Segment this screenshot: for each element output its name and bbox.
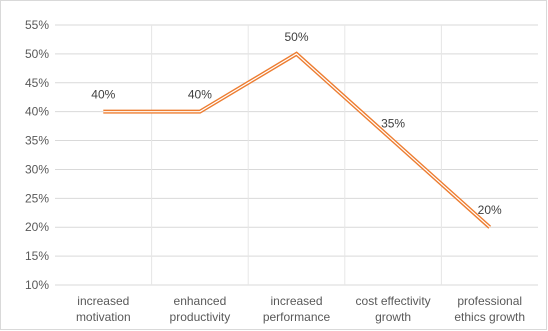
data-labels: 40% 40% 50% 35% 20% (91, 30, 502, 217)
y-tick-label: 30% (25, 162, 49, 176)
x-tick-label: cost effectivity growth (356, 294, 431, 324)
data-label: 50% (284, 30, 308, 44)
x-tick-label: increased motivation (76, 294, 131, 324)
gridlines (55, 24, 538, 286)
y-axis: 10% 15% 20% 25% 30% 35% 40% 45% 50% 55% (25, 18, 49, 292)
y-tick-label: 25% (25, 191, 49, 205)
y-tick-label: 50% (25, 47, 49, 61)
data-label: 35% (381, 117, 405, 131)
y-tick-label: 15% (25, 249, 49, 263)
data-label: 40% (91, 88, 115, 102)
x-tick-label: increased performance (263, 294, 331, 324)
data-label: 40% (188, 88, 212, 102)
x-tick-label: professional ethics growth (454, 294, 525, 324)
x-tick-label: enhanced productivity (170, 294, 231, 324)
series-group (103, 51, 492, 229)
data-label: 20% (478, 203, 502, 217)
y-tick-label: 55% (25, 18, 49, 32)
series-line-inner (103, 53, 491, 228)
y-tick-label: 10% (25, 278, 49, 292)
y-tick-label: 40% (25, 105, 49, 119)
y-tick-label: 35% (25, 134, 49, 148)
y-tick-label: 20% (25, 220, 49, 234)
x-axis: increased motivation enhanced productivity i… (76, 294, 525, 324)
y-tick-label: 45% (25, 76, 49, 90)
